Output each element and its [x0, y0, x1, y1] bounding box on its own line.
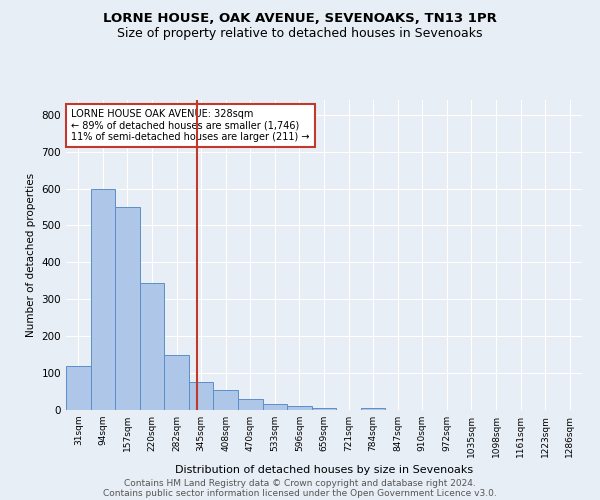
Text: Contains HM Land Registry data © Crown copyright and database right 2024.: Contains HM Land Registry data © Crown c… — [124, 478, 476, 488]
Bar — [263, 404, 287, 410]
Text: LORNE HOUSE OAK AVENUE: 328sqm
← 89% of detached houses are smaller (1,746)
11% : LORNE HOUSE OAK AVENUE: 328sqm ← 89% of … — [71, 110, 310, 142]
Bar — [66, 366, 91, 410]
Bar — [214, 390, 238, 410]
Bar — [91, 188, 115, 410]
Bar — [189, 382, 214, 410]
Text: Size of property relative to detached houses in Sevenoaks: Size of property relative to detached ho… — [117, 28, 483, 40]
Bar — [361, 408, 385, 410]
Bar — [312, 408, 336, 410]
Text: LORNE HOUSE, OAK AVENUE, SEVENOAKS, TN13 1PR: LORNE HOUSE, OAK AVENUE, SEVENOAKS, TN13… — [103, 12, 497, 26]
Bar — [238, 399, 263, 410]
Bar — [140, 282, 164, 410]
Y-axis label: Number of detached properties: Number of detached properties — [26, 173, 36, 337]
Bar — [115, 207, 140, 410]
Text: Contains public sector information licensed under the Open Government Licence v3: Contains public sector information licen… — [103, 488, 497, 498]
Bar — [287, 406, 312, 410]
X-axis label: Distribution of detached houses by size in Sevenoaks: Distribution of detached houses by size … — [175, 466, 473, 475]
Bar — [164, 354, 189, 410]
